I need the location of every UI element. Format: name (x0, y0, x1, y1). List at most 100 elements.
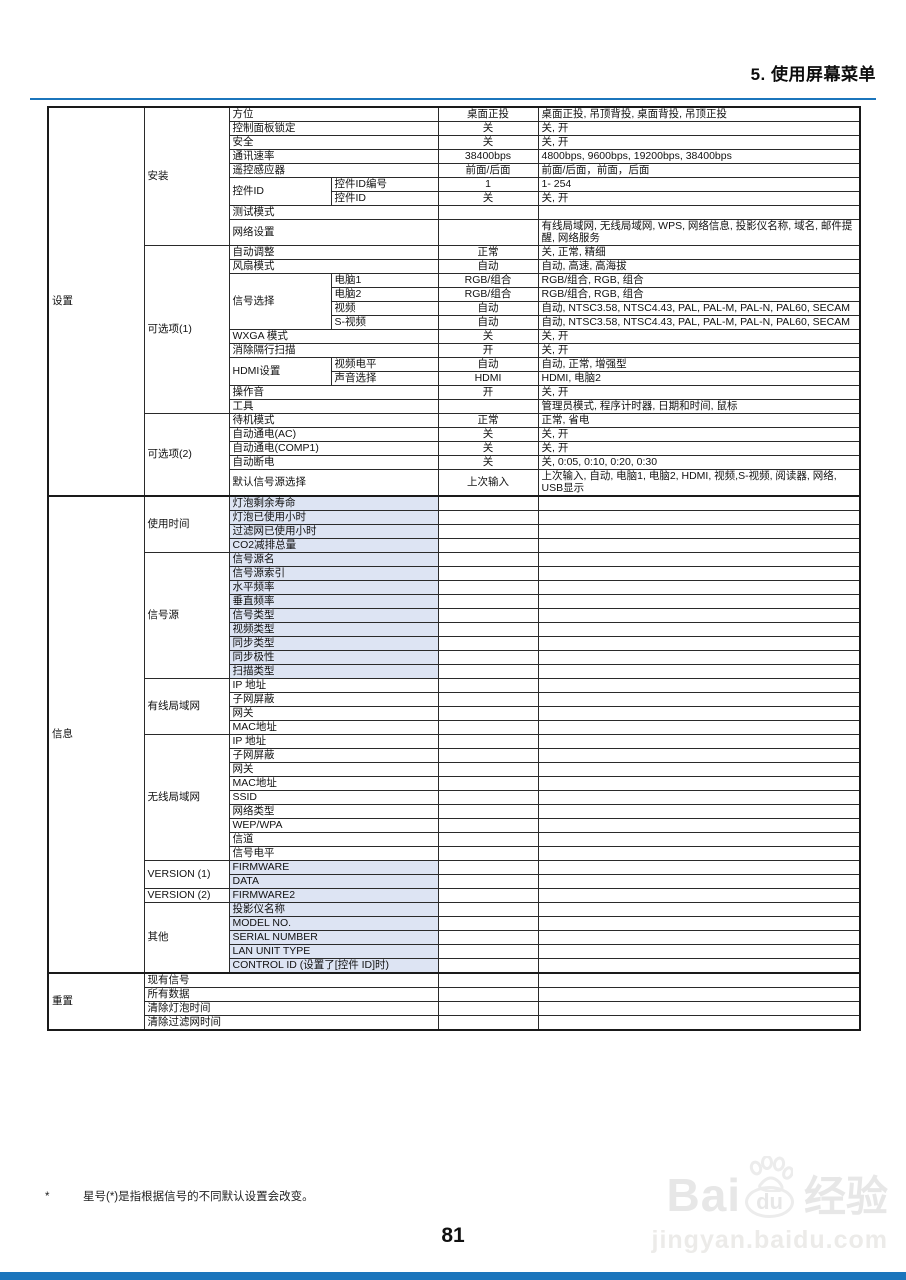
default-value-cell (437, 817, 539, 833)
default-value-cell (437, 398, 539, 414)
table-row: 工具 管理员模式, 程序计时器, 日期和时间, 鼠标 (48, 398, 861, 414)
options-cell: 关, 开 (537, 384, 861, 400)
options-cell (537, 986, 861, 1002)
menu-table-body: 设置 安装 方位 桌面正投 桌面正投, 吊顶背投, 桌面背投, 吊顶正投 控制面板锁定关关… (47, 106, 861, 1030)
group-cell: 信号源 (143, 551, 230, 679)
item-cell: 控制面板锁定 (228, 121, 439, 136)
menu-table: 设置 安装 方位 桌面正投 桌面正投, 吊顶背投, 桌面背投, 吊顶正投 控制面板锁定关关… (47, 106, 861, 1031)
table-row: 网络设置 有线局域网, 无线局域网, WPS, 网络信息, 投影仪名称, 域名, … (48, 219, 861, 246)
options-cell (537, 929, 861, 945)
table-row: LAN UNIT TYPE (48, 943, 861, 959)
footnote-text: 星号(*)是指根据信号的不同默认设置会改变。 (83, 1191, 314, 1203)
item-cell: CONTROL ID (设置了[控件 ID]时) (228, 957, 439, 973)
options-cell: 关, 开 (537, 121, 861, 136)
item-cell: 控件ID (330, 191, 439, 206)
footer-bar (0, 1272, 906, 1280)
item-cell: 同步极性 (228, 649, 439, 665)
item-cell: 网关 (228, 705, 439, 721)
options-cell: 管理员模式, 程序计时器, 日期和时间, 鼠标 (537, 398, 861, 414)
options-cell: 自动, NTSC3.58, NTSC4.43, PAL, PAL-M, PAL-… (537, 314, 861, 330)
table-row: 默认信号源选择 上次输入 上次输入, 自动, 电脑1, 电脑2, HDMI, 视频,… (48, 468, 861, 497)
default-value-cell: HDMI (437, 370, 539, 386)
options-cell: 有线局域网, 无线局域网, WPS, 网络信息, 投影仪名称, 域名, 邮件提醒… (537, 219, 861, 246)
options-cell: 关, 开 (537, 426, 861, 442)
options-cell: RGB/组合, RGB, 组合 (537, 286, 861, 302)
item-cell: 网络设置 (228, 219, 439, 246)
table-row: 通讯速率 38400bps 4800bps, 9600bps, 19200bps, … (48, 149, 861, 164)
item-cell: 操作音 (228, 384, 439, 400)
table-row: 可选项(1) 自动调整 正常 关, 正常, 精细 (48, 244, 861, 414)
default-value-cell (437, 971, 539, 988)
group-cell: 其他 (143, 901, 230, 973)
table-row: 遥控感应器 前面/后面 前面/后面，前面，后面 (48, 163, 861, 178)
options-cell: 前面/后面，前面，后面 (537, 163, 861, 178)
options-cell: 关, 开 (537, 191, 861, 206)
default-value-cell: 前面/后面 (437, 163, 539, 178)
table-row: 灯泡已使用小时 (48, 509, 861, 525)
section-cell: 信息 (47, 494, 145, 973)
options-cell (537, 1000, 861, 1016)
default-value-cell: 自动 (437, 356, 539, 372)
item-cell: 信号类型 (228, 607, 439, 623)
options-cell (537, 957, 861, 973)
default-value-cell (437, 719, 539, 735)
table-row: 操作音开关, 开 (48, 384, 861, 400)
options-cell (537, 719, 861, 735)
item-cell: 网关 (228, 761, 439, 777)
item-cell: 测试模式 (228, 205, 439, 220)
options-cell: HDMI, 电脑2 (537, 370, 861, 386)
default-value-cell (437, 789, 539, 805)
options-cell: 自动, 高速, 高海拔 (537, 258, 861, 274)
options-cell (537, 677, 861, 693)
item-cell: 子网屏蔽 (228, 747, 439, 763)
table-row: 消除隔行扫描开关, 开 (48, 342, 861, 358)
default-value-cell (437, 663, 539, 679)
default-value-cell (437, 537, 539, 553)
default-value-cell (437, 565, 539, 581)
options-cell (537, 831, 861, 847)
item-cell: 电脑1 (330, 272, 439, 288)
options-cell: RGB/组合, RGB, 组合 (537, 272, 861, 288)
default-value-cell (437, 649, 539, 665)
default-value-cell: 自动 (437, 258, 539, 274)
item-cell: 默认信号源选择 (228, 468, 439, 497)
options-cell: 1- 254 (537, 177, 861, 192)
default-value-cell: 开 (437, 384, 539, 400)
default-value-cell (437, 929, 539, 945)
options-cell (537, 579, 861, 595)
item-cell: MAC地址 (228, 775, 439, 791)
default-value-cell (437, 887, 539, 903)
default-value-cell (437, 523, 539, 539)
item-cell: 网络类型 (228, 803, 439, 819)
item-cell: 自动调整 (228, 244, 439, 260)
options-cell: 关, 开 (537, 342, 861, 358)
options-cell (537, 691, 861, 707)
table-row: CO2减排总量 (48, 537, 861, 553)
table-row: 电脑2 RGB/组合 RGB/组合, RGB, 组合 (48, 286, 861, 302)
options-cell (537, 775, 861, 791)
options-cell (537, 705, 861, 721)
table-row: WXGA 模式关关, 开 (48, 328, 861, 344)
item-cell: MODEL NO. (228, 915, 439, 931)
default-value-cell (437, 986, 539, 1002)
item-cell: 过滤网已使用小时 (228, 523, 439, 539)
default-value-cell: 桌面正投 (437, 106, 539, 122)
watermark-suffix: 经验 (803, 1173, 888, 1220)
section-cell: 设置 (47, 106, 145, 496)
item-cell: 视频电平 (330, 356, 439, 372)
watermark-brand-right: du (745, 1186, 794, 1218)
options-cell: 正常, 省电 (537, 412, 861, 428)
default-value-cell (437, 943, 539, 959)
default-value-cell (437, 733, 539, 749)
default-value-cell: 上次输入 (437, 468, 539, 497)
default-value-cell (437, 957, 539, 973)
baidu-jingyan-watermark: Bai du 经验 jingyan.baidu.com (652, 1156, 888, 1255)
default-value-cell (437, 705, 539, 721)
options-cell (537, 859, 861, 875)
default-value-cell (437, 859, 539, 875)
item-cell: S-视频 (330, 314, 439, 330)
options-cell (537, 1014, 861, 1030)
default-value-cell: 1 (437, 177, 539, 192)
item-cell: LAN UNIT TYPE (228, 943, 439, 959)
options-cell (537, 971, 861, 988)
